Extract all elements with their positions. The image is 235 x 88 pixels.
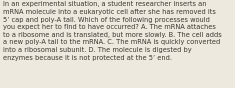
Text: In an experimental situation, a student researcher inserts an
mRNA molecule into: In an experimental situation, a student …	[3, 1, 222, 61]
